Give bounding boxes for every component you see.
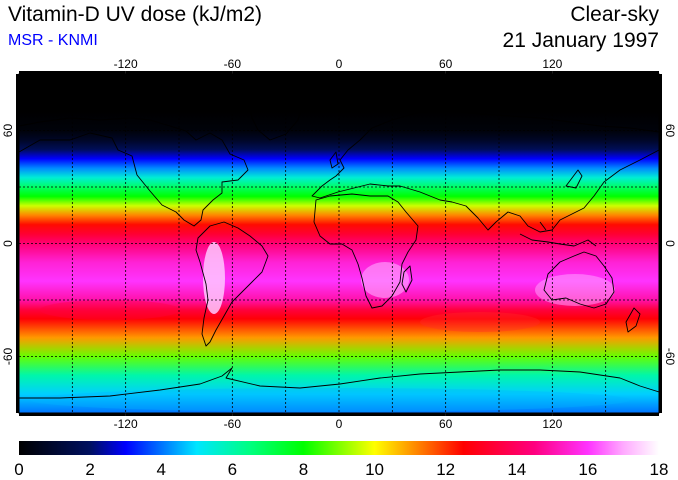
frame-scale-bars xyxy=(16,71,662,416)
lon-ticks-top: -120 -60 0 60 120 xyxy=(114,57,563,71)
lon-tick-top-60: 60 xyxy=(439,57,453,71)
lat-tick-right-0: 0 xyxy=(663,240,677,247)
lon-tick-top-0: 0 xyxy=(336,57,343,71)
colorbar xyxy=(19,441,659,455)
andes-high-dose-patch xyxy=(203,242,225,314)
eurasia-coast xyxy=(311,109,659,233)
colorbar-label-10: 10 xyxy=(365,460,384,479)
frame-bar-bottom xyxy=(339,413,446,416)
colorbar-label-14: 14 xyxy=(507,460,526,479)
frame-bar-right xyxy=(659,187,662,300)
lat-ticks-left: 60 0 -60 xyxy=(1,124,15,366)
frame-bar-bottom xyxy=(445,413,553,416)
antarctic-low-patch xyxy=(30,388,630,412)
coastlines xyxy=(19,99,659,399)
colorbar-label-12: 12 xyxy=(436,460,455,479)
frame-bar-top xyxy=(232,71,339,74)
sky-condition-label: Clear-sky xyxy=(570,3,659,26)
frame-bar-top xyxy=(339,71,446,74)
lon-tick-bottom-0: 0 xyxy=(336,417,343,431)
frame-bar-top xyxy=(552,71,659,74)
lat-tick-right-m60: -60 xyxy=(663,348,677,366)
frame-bar-bottom xyxy=(232,413,339,416)
lat-ticks-right: 60 0 -60 xyxy=(663,124,677,366)
lon-tick-top-120: 120 xyxy=(542,57,562,71)
graticule xyxy=(19,74,659,413)
lon-tick-bottom-120: 120 xyxy=(542,417,562,431)
colorbar-label-0: 0 xyxy=(14,460,23,479)
colorbar-label-2: 2 xyxy=(85,460,94,479)
frame-bar-bottom xyxy=(125,413,233,416)
frame-bar-top xyxy=(125,71,233,74)
lat-tick-left-m60: -60 xyxy=(1,348,15,366)
colorbar-label-4: 4 xyxy=(156,460,165,479)
colorbar-label-6: 6 xyxy=(228,460,237,479)
frame-bar-top xyxy=(445,71,553,74)
frame-bar-bottom xyxy=(19,413,126,416)
africa-coast xyxy=(313,193,419,309)
africa-high-dose-patch xyxy=(361,262,409,298)
lon-tick-bottom-60: 60 xyxy=(439,417,453,431)
source-label: MSR - KNMI xyxy=(8,32,98,49)
lon-tick-top-m120: -120 xyxy=(114,57,138,71)
frame-bar-left xyxy=(16,74,19,187)
frame-bar-top xyxy=(19,71,126,74)
date-label: 21 January 1997 xyxy=(502,29,659,52)
south-america-coast xyxy=(195,221,269,347)
lat-tick-left-60: 60 xyxy=(1,124,15,138)
frame-bar-bottom xyxy=(552,413,659,416)
australia-high-dose-patch xyxy=(535,274,615,306)
lon-tick-bottom-m60: -60 xyxy=(224,417,242,431)
madagascar-coast xyxy=(401,265,413,293)
frame-bar-left xyxy=(16,300,19,413)
colorbar-label-8: 8 xyxy=(299,460,308,479)
frame-bar-right xyxy=(659,74,662,187)
frame-bar-left xyxy=(16,187,19,300)
british-isles-coast xyxy=(329,151,339,169)
north-america-coast xyxy=(19,117,249,227)
colorbar-labels: 0 2 4 6 8 10 12 14 16 18 xyxy=(14,460,668,479)
lat-tick-left-0: 0 xyxy=(1,240,15,247)
southeast-asia-islands xyxy=(519,221,597,247)
lat-tick-right-60: 60 xyxy=(663,124,677,138)
regional-anomalies xyxy=(30,242,630,412)
map-title: Vitamin-D UV dose (kJ/m2) xyxy=(8,3,263,26)
frame-bar-right xyxy=(659,300,662,413)
japan-coast xyxy=(565,169,583,189)
south-pacific-band xyxy=(40,300,180,320)
antarctica-coast xyxy=(19,367,659,399)
colorbar-label-18: 18 xyxy=(650,460,669,479)
indian-ocean-band xyxy=(420,312,540,332)
new-zealand-coast xyxy=(625,307,641,333)
australia-coast xyxy=(543,251,615,309)
lon-ticks-bottom: -120 -60 0 60 120 xyxy=(114,417,563,431)
lon-tick-bottom-m120: -120 xyxy=(114,417,138,431)
lon-tick-top-m60: -60 xyxy=(224,57,242,71)
colorbar-label-16: 16 xyxy=(578,460,597,479)
